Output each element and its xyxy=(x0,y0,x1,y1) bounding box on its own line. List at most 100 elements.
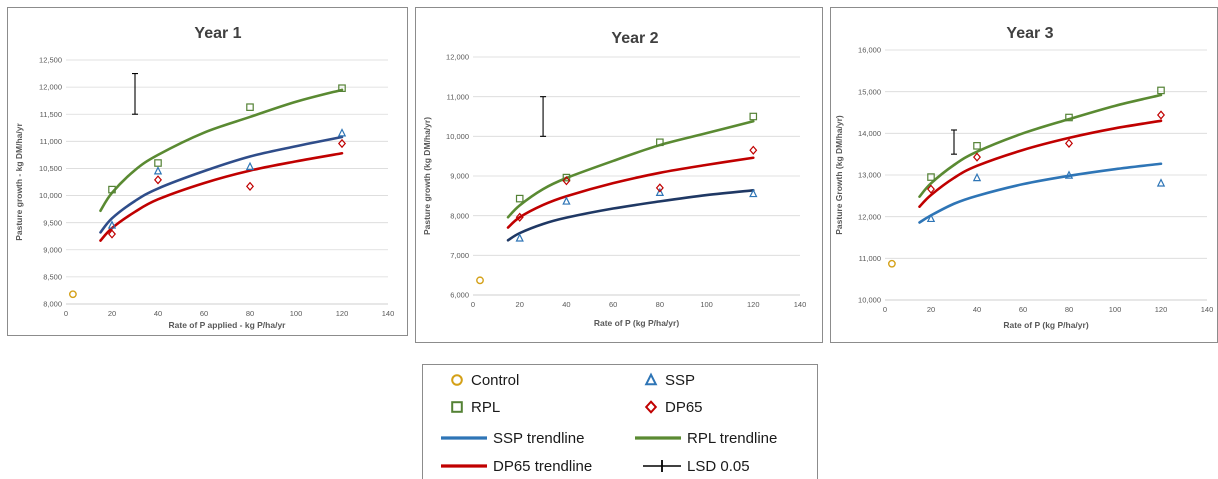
ssp-point xyxy=(972,172,982,182)
legend-item-ssp-trendline: SSP trendline xyxy=(441,427,584,449)
legend-item-rpl: RPL xyxy=(449,396,500,418)
y-tick-label: 11,000 xyxy=(447,92,469,101)
rpl-point xyxy=(749,112,758,121)
ssp-point xyxy=(1064,170,1074,179)
rpl-point xyxy=(1157,86,1165,95)
dp65-point xyxy=(749,145,758,155)
rpl-trendline-line xyxy=(99,88,344,213)
dp65-series xyxy=(108,138,346,239)
chart-svg: Year 2 6,000 7,000 8,000 9,000 10,000 11,000 12… xyxy=(422,30,807,328)
y-tick-label: 15,000 xyxy=(858,87,881,96)
dp65-point xyxy=(108,229,116,239)
chart-title: Year 3 xyxy=(1006,25,1053,42)
chart-panel-year-3: Year 3 10,000 11,000 12,000 13,000 14,000 15,0… xyxy=(830,7,1218,343)
x-tick-label: 60 xyxy=(609,300,617,309)
control-point xyxy=(69,290,77,299)
lsd-line-icon xyxy=(643,460,681,472)
y-tick-label: 9,500 xyxy=(43,218,62,227)
square-marker-glyph xyxy=(451,401,463,413)
control-series xyxy=(69,290,77,299)
legend-label: LSD 0.05 xyxy=(687,457,750,475)
y-tick-label: 13,000 xyxy=(858,171,881,180)
dp65-trendline-line xyxy=(918,119,1163,208)
ssp-series xyxy=(515,187,758,242)
y-axis-label: Pasture growth (kg DM/ha/yr) xyxy=(422,117,432,235)
x-tick-label: 80 xyxy=(246,309,254,318)
legend-item-dp65-trendline: DP65 trendline xyxy=(441,455,592,477)
ssp-point xyxy=(655,187,665,196)
chart-svg: Year 1 8,000 8,500 9,000 9,500 10,000 10,500 11… xyxy=(14,25,395,330)
dp65-point xyxy=(246,181,254,191)
control-series xyxy=(888,259,896,268)
ssp-point xyxy=(926,213,936,223)
rpl-series xyxy=(515,112,758,203)
dp65-point xyxy=(927,184,935,194)
x-tick-label: 100 xyxy=(1109,305,1122,314)
dp65-point xyxy=(1157,110,1165,120)
x-tick-label: 120 xyxy=(1155,305,1168,314)
diamond-marker-icon xyxy=(644,400,658,414)
dp65-point xyxy=(655,183,664,193)
y-tick-label: 16,000 xyxy=(858,46,881,55)
triangle-marker-icon xyxy=(644,372,658,386)
dp65-point xyxy=(154,175,162,185)
x-axis-label: Rate of P applied - kg P/ha/yr xyxy=(169,320,287,330)
dp65-point xyxy=(562,176,571,186)
x-tick-label: 140 xyxy=(794,300,807,309)
rpl-trendline-line xyxy=(918,93,1163,198)
rpl-point xyxy=(515,194,524,203)
ssp-point xyxy=(1156,178,1166,187)
ssp-trendline-line xyxy=(506,188,755,242)
x-tick-label: 140 xyxy=(382,309,395,318)
rpl-point xyxy=(656,138,664,147)
legend: Control SSP RPL DP65 SSP trendline RPL trendl… xyxy=(422,364,818,479)
y-tick-label: 8,500 xyxy=(43,272,62,281)
x-tick-label: 60 xyxy=(200,309,208,318)
y-tick-label: 10,000 xyxy=(858,296,881,305)
rpl-point xyxy=(562,173,571,182)
legend-label: RPL xyxy=(471,398,501,416)
legend-item-control: Control xyxy=(449,369,519,391)
x-tick-label: 40 xyxy=(973,305,981,314)
triangle-marker-glyph xyxy=(644,372,658,386)
ssp-point xyxy=(153,166,163,175)
y-tick-label: 9,000 xyxy=(43,245,62,254)
dp65-series xyxy=(515,145,758,222)
x-tick-label: 40 xyxy=(154,309,162,318)
y-tick-label: 10,000 xyxy=(446,132,469,141)
x-tick-label: 40 xyxy=(562,300,570,309)
square-marker-icon xyxy=(451,401,463,413)
chart-panel-year-2: Year 2 6,000 7,000 8,000 9,000 10,000 11,000 12… xyxy=(415,7,823,343)
control-point xyxy=(476,276,484,285)
chart-title: Year 1 xyxy=(194,25,241,42)
lsd-bar xyxy=(540,96,547,137)
x-tick-label: 0 xyxy=(883,305,887,314)
ssp-point xyxy=(515,233,524,242)
circle-marker-icon xyxy=(451,374,463,386)
x-tick-label: 80 xyxy=(656,300,664,309)
legend-label: Control xyxy=(471,371,520,389)
x-tick-label: 60 xyxy=(1019,305,1027,314)
legend-label: SSP trendline xyxy=(493,429,585,447)
rpl-trendline-line xyxy=(506,119,755,219)
y-tick-label: 12,500 xyxy=(39,56,62,65)
y-tick-label: 12,000 xyxy=(446,53,469,62)
chart-svg: Year 3 10,000 11,000 12,000 13,000 14,000 15,0… xyxy=(834,25,1214,330)
diamond-marker-glyph xyxy=(644,400,658,414)
x-tick-label: 140 xyxy=(1201,305,1214,314)
x-tick-label: 100 xyxy=(290,309,303,318)
control-point xyxy=(888,259,896,268)
legend-item-rpl-trendline: RPL trendline xyxy=(635,427,777,449)
x-tick-label: 120 xyxy=(747,300,760,309)
rpl-point xyxy=(1065,113,1073,122)
x-tick-label: 20 xyxy=(108,309,116,318)
y-tick-label: 9,000 xyxy=(450,172,469,181)
ssp-point xyxy=(562,196,571,205)
rpl-series xyxy=(927,86,1165,181)
rpl-point xyxy=(338,84,346,92)
dp65-series xyxy=(927,110,1165,194)
y-tick-label: 11,000 xyxy=(859,254,881,263)
x-tick-label: 0 xyxy=(64,309,68,318)
y-tick-label: 14,000 xyxy=(858,129,881,138)
x-tick-label: 20 xyxy=(927,305,935,314)
